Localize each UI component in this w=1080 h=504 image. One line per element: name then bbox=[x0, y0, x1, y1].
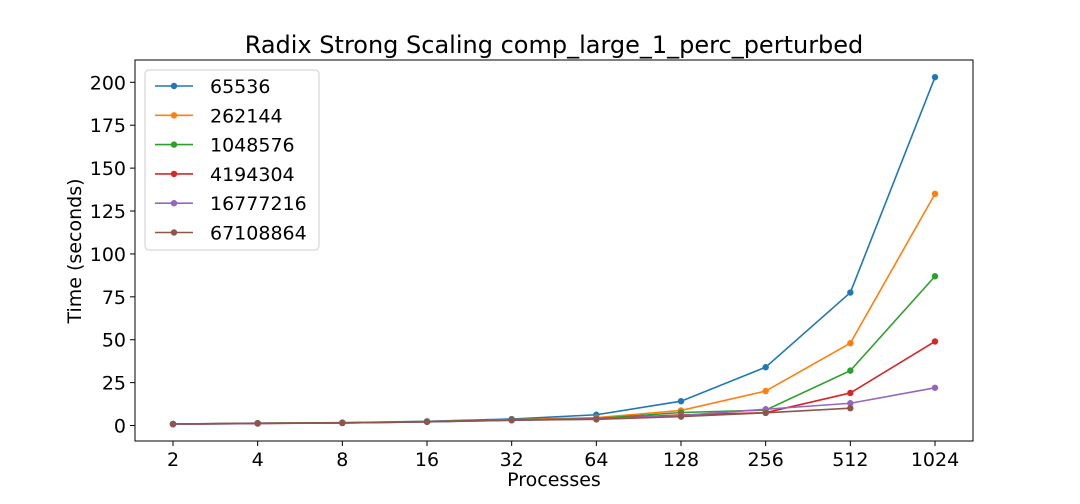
x-tick-label: 8 bbox=[336, 449, 348, 471]
data-point bbox=[931, 190, 939, 198]
data-point bbox=[423, 418, 431, 425]
y-tick-label: 25 bbox=[102, 373, 126, 395]
x-tick-label: 2 bbox=[167, 449, 179, 471]
data-point bbox=[169, 420, 177, 428]
y-axis-label: Time (seconds) bbox=[64, 178, 86, 324]
series-layer bbox=[169, 73, 939, 428]
legend-marker bbox=[170, 112, 178, 119]
legend-marker bbox=[170, 170, 178, 178]
y-tick-label: 175 bbox=[90, 115, 126, 137]
y-tick-label: 150 bbox=[90, 158, 126, 180]
x-tick-label: 4 bbox=[252, 449, 264, 471]
legend-marker bbox=[170, 141, 178, 148]
legend-label: 1048576 bbox=[210, 135, 295, 157]
y-tick-label: 50 bbox=[102, 330, 126, 352]
data-point bbox=[847, 339, 854, 347]
data-point bbox=[931, 338, 939, 345]
y-tick-label: 75 bbox=[102, 287, 126, 309]
legend-label: 67108864 bbox=[210, 223, 307, 245]
x-tick-label: 64 bbox=[584, 449, 608, 471]
x-axis: 2 4 8 16 32 64 128 256 512 1024 bbox=[167, 441, 959, 471]
data-point bbox=[762, 387, 769, 395]
series-1048576 bbox=[169, 273, 939, 428]
x-tick-label: 128 bbox=[663, 449, 699, 471]
data-point bbox=[677, 413, 685, 420]
data-point bbox=[931, 384, 939, 391]
legend-label: 262144 bbox=[210, 105, 283, 127]
series-67108864 bbox=[169, 405, 854, 428]
y-tick-label: 100 bbox=[90, 244, 126, 266]
legend-marker bbox=[170, 82, 178, 90]
data-point bbox=[847, 289, 854, 296]
legend-label: 16777216 bbox=[210, 193, 307, 215]
y-tick-label: 0 bbox=[114, 416, 126, 438]
legend-label: 4194304 bbox=[210, 164, 295, 186]
x-tick-label: 1024 bbox=[911, 449, 959, 471]
x-tick-label: 256 bbox=[748, 449, 784, 471]
data-point bbox=[677, 397, 685, 405]
data-point bbox=[847, 389, 854, 397]
legend-marker bbox=[170, 229, 178, 236]
series-line bbox=[172, 340, 936, 425]
data-point bbox=[931, 273, 939, 280]
data-point bbox=[847, 367, 854, 374]
data-point bbox=[593, 416, 600, 423]
data-point bbox=[762, 409, 769, 417]
legend-marker bbox=[170, 200, 178, 207]
legend: 65536 262144 1048576 4194304 16777216 6710886… bbox=[144, 69, 320, 251]
x-tick-label: 512 bbox=[832, 449, 868, 471]
data-point bbox=[508, 417, 515, 424]
data-point bbox=[762, 364, 769, 371]
x-tick-label: 32 bbox=[500, 449, 524, 471]
legend-label: 65536 bbox=[210, 76, 270, 98]
data-point bbox=[847, 405, 854, 412]
y-tick-label: 125 bbox=[90, 201, 126, 223]
data-point bbox=[254, 420, 261, 427]
y-tick-label: 200 bbox=[90, 72, 126, 94]
x-axis-label: Processes bbox=[507, 469, 601, 491]
x-tick-label: 16 bbox=[415, 449, 439, 471]
plot-area-frame bbox=[134, 59, 974, 442]
series-line bbox=[172, 275, 936, 425]
chart-title: Radix Strong Scaling comp_large_1_perc_p… bbox=[245, 31, 864, 59]
data-point bbox=[339, 419, 346, 427]
y-axis: 0 25 50 75 100 125 150 175 200 bbox=[90, 72, 135, 438]
series-16777216 bbox=[169, 384, 939, 428]
data-point bbox=[931, 73, 939, 81]
data-point bbox=[847, 400, 854, 407]
